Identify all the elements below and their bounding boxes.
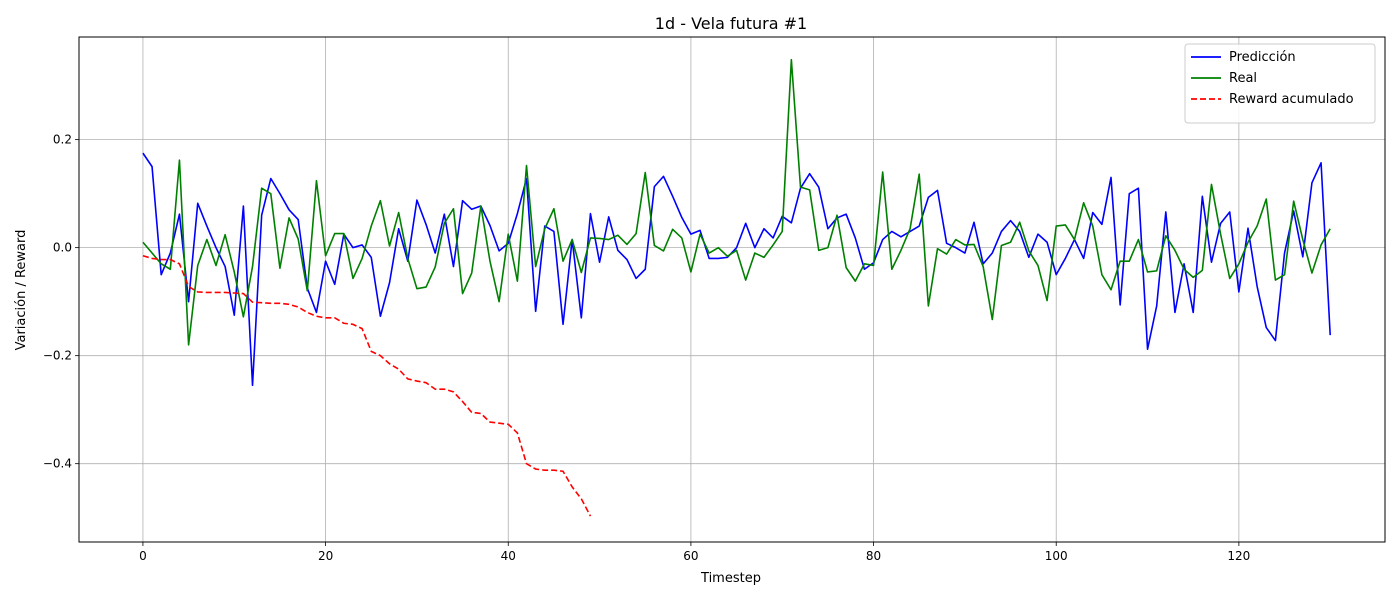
series-line-3 bbox=[142, 254, 592, 517]
y-axis-ticks: −0.4 −0.2 0.0 0.2 bbox=[43, 133, 79, 471]
y-tick-label: −0.2 bbox=[43, 349, 72, 363]
x-axis-ticks: 0 20 40 60 80 100 120 bbox=[139, 542, 1250, 563]
y-tick-label: 0.0 bbox=[53, 241, 72, 255]
legend-box bbox=[1184, 43, 1376, 124]
x-tick-label: 100 bbox=[1045, 549, 1068, 563]
series-line-2 bbox=[142, 58, 1331, 346]
x-tick-label: 120 bbox=[1227, 549, 1250, 563]
legend-label: Reward acumulado bbox=[1229, 92, 1354, 107]
legend: Predicción Real Reward acumulado bbox=[1184, 43, 1376, 124]
series-line-1 bbox=[142, 152, 1331, 387]
x-tick-label: 40 bbox=[501, 549, 516, 563]
plot-frame bbox=[78, 36, 1386, 543]
x-tick-label: 80 bbox=[866, 549, 881, 563]
x-axis-label: Timestep bbox=[700, 571, 761, 586]
legend-label: Predicción bbox=[1229, 50, 1296, 65]
legend-label: Real bbox=[1229, 71, 1257, 86]
x-tick-label: 60 bbox=[683, 549, 698, 563]
y-tick-label: 0.2 bbox=[53, 133, 72, 147]
series-lines bbox=[142, 58, 1331, 517]
x-tick-label: 20 bbox=[318, 549, 333, 563]
y-tick-label: −0.4 bbox=[43, 457, 72, 471]
x-tick-label: 0 bbox=[139, 549, 147, 563]
y-axis-label: Variación / Reward bbox=[14, 230, 29, 351]
chart-title: 1d - Vela futura #1 bbox=[655, 14, 807, 33]
grid bbox=[79, 37, 1385, 542]
